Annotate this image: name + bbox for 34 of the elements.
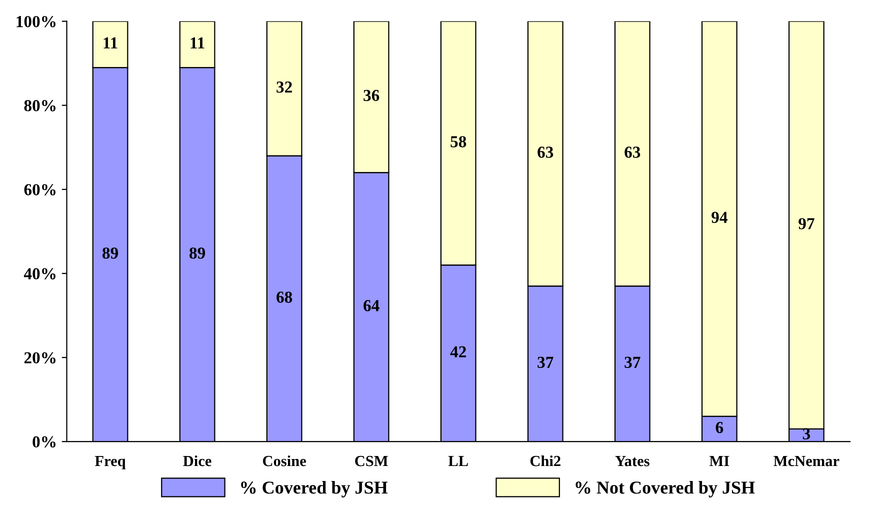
data-label: 36 — [364, 90, 380, 102]
data-label: 37 — [538, 356, 554, 368]
x-tick-label: Chi2 — [530, 455, 560, 466]
y-tick-label: 80% — [24, 100, 56, 112]
x-tick-label: McNemar — [774, 456, 840, 466]
x-tick-label: Dice — [183, 455, 212, 466]
data-label: 32 — [276, 81, 292, 93]
data-label: 58 — [450, 136, 466, 148]
y-tick-label: 0% — [32, 436, 56, 448]
legend-label: % Not Covered by JSH — [576, 481, 755, 498]
data-label: 63 — [538, 146, 554, 158]
data-label: 64 — [364, 300, 380, 312]
data-label: 11 — [190, 37, 204, 48]
x-tick-label: LL — [448, 456, 468, 466]
y-tick-label: 60% — [24, 184, 56, 196]
data-label: 89 — [102, 247, 118, 259]
x-tick-label: Cosine — [262, 455, 306, 466]
data-label: 63 — [624, 146, 640, 158]
x-tick-label: Yates — [615, 456, 650, 466]
data-label: 68 — [276, 292, 292, 303]
legend-label: % Covered by JSH — [241, 481, 388, 498]
x-tick-label: MI — [709, 456, 730, 466]
x-tick-label: Freq — [94, 456, 126, 470]
data-label: 97 — [798, 218, 814, 230]
data-label: 89 — [190, 247, 206, 259]
data-label: 11 — [104, 37, 118, 48]
y-tick-label: 40% — [24, 268, 56, 280]
data-label: 94 — [712, 212, 728, 223]
x-tick-label: CSM — [355, 456, 388, 466]
data-label: 37 — [624, 356, 640, 368]
data-label: 42 — [450, 346, 466, 358]
data-label: 6 — [716, 422, 724, 434]
y-tick-label: 100% — [16, 16, 56, 28]
y-tick-label: 20% — [24, 352, 56, 364]
